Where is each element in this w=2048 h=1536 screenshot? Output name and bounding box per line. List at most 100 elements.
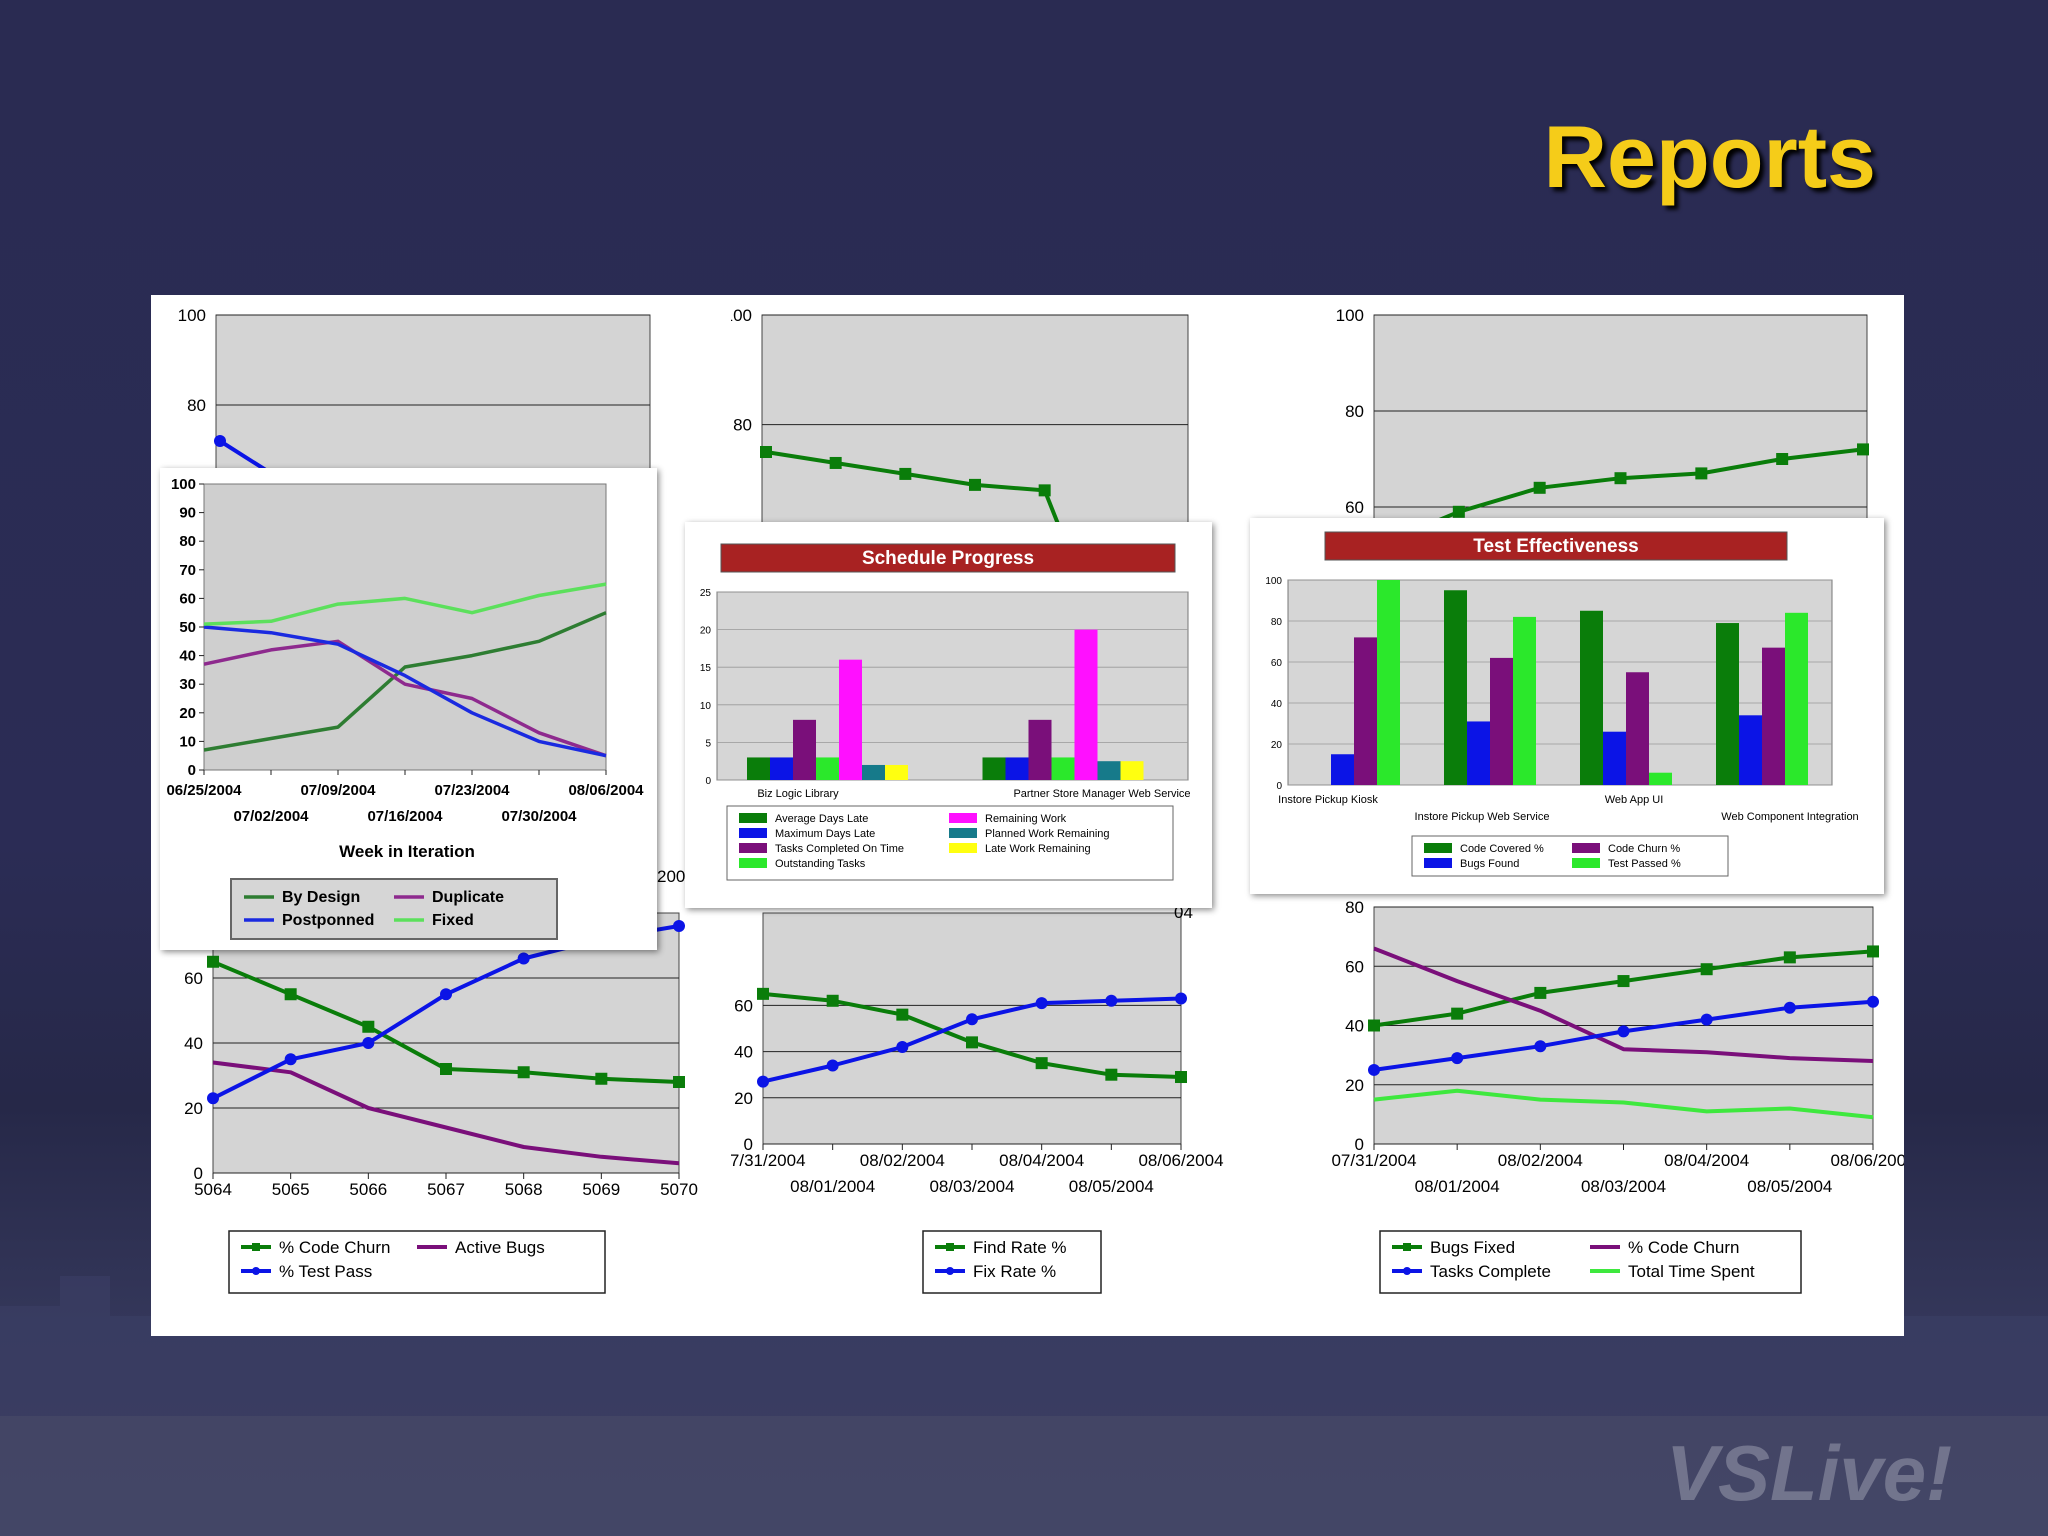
- legend-label: Planned Work Remaining: [985, 828, 1110, 840]
- data-point: [1700, 1013, 1713, 1026]
- x-tick-label: 5069: [582, 1180, 620, 1199]
- bar: [1762, 647, 1785, 785]
- x-tick-label: 08/04/2004: [1664, 1151, 1749, 1170]
- legend-label: Fixed: [432, 912, 474, 929]
- data-point: [1403, 1267, 1411, 1275]
- data-point: [1617, 1025, 1630, 1038]
- legend-label: Test Passed %: [1608, 858, 1681, 870]
- x-tick-label: 08/02/2004: [860, 1151, 945, 1170]
- legend-swatch: [1572, 858, 1600, 868]
- legend-label: % Code Churn: [279, 1238, 391, 1257]
- data-point: [214, 435, 226, 447]
- series-line-total-time-spent: [1373, 1088, 1874, 1120]
- legend-label: % Code Churn: [1628, 1238, 1740, 1257]
- chart-bug-resolution: 0 10 20 30 40 50 60 70 80 90 100 06/25/2004 07/02/20…: [166, 476, 644, 940]
- legend-box: [230, 878, 558, 940]
- bar: [770, 757, 793, 780]
- bar: [816, 757, 839, 780]
- x-tick-label: 07/23/2004: [434, 782, 510, 799]
- legend-swatch: [739, 843, 767, 853]
- data-point: [362, 1037, 375, 1049]
- data-point: [284, 988, 297, 1001]
- category-label: Web App UI: [1605, 794, 1664, 806]
- legend-label: Tasks Completed On Time: [775, 843, 904, 855]
- x-tick-label: 08/03/2004: [929, 1177, 1014, 1196]
- series-line-duplicate: [203, 639, 607, 758]
- data-point: [1368, 1019, 1380, 1032]
- chart-title-banner: [720, 543, 1176, 573]
- bar: [1377, 580, 1400, 785]
- y-tick-label: 80: [187, 396, 206, 415]
- x-axis-title: Week in Iteration: [339, 842, 475, 861]
- series-line-active-bugs: [212, 1060, 680, 1166]
- y-tick-label: 0: [1355, 1135, 1364, 1154]
- y-tick-label: 20: [179, 705, 196, 722]
- data-point: [1175, 1071, 1187, 1084]
- data-point: [1035, 1057, 1048, 1070]
- y-tick-label: 60: [1345, 498, 1364, 517]
- category-label: Instore Pickup Kiosk: [1278, 794, 1378, 806]
- x-tick-label: 07/30/2004: [501, 808, 577, 825]
- x-tick-label: 5066: [349, 1180, 387, 1199]
- data-point: [1035, 997, 1048, 1010]
- y-tick-label: 60: [179, 590, 196, 607]
- legend-label: Find Rate %: [973, 1238, 1067, 1257]
- data-point: [1695, 467, 1708, 480]
- data-point: [252, 1267, 260, 1275]
- legend-label: Bugs Fixed: [1430, 1238, 1515, 1257]
- data-point: [207, 955, 219, 968]
- x-tick-label: 5067: [427, 1180, 465, 1199]
- data-point: [966, 1013, 978, 1026]
- x-tick-label: 5065: [272, 1180, 310, 1199]
- data-point: [517, 1066, 530, 1079]
- data-point: [1857, 443, 1869, 456]
- data-point: [517, 952, 530, 965]
- y-tick-label: 70: [179, 562, 196, 579]
- x-tick-label: 5068: [505, 1180, 543, 1199]
- chart-title: Test Effectiveness: [1473, 536, 1638, 557]
- legend-box: [922, 1230, 1102, 1294]
- plot-area: [716, 591, 1189, 781]
- y-tick-label: 100: [178, 306, 206, 325]
- data-point: [899, 467, 912, 480]
- test-effectiveness-inset: Test Effectiveness 0 20 40 60 80 100 Instore Pi…: [1250, 518, 1884, 894]
- data-point: [1534, 1040, 1547, 1053]
- data-point: [826, 994, 839, 1007]
- y-tick-label: 10: [700, 701, 712, 712]
- data-point: [1700, 963, 1713, 976]
- chart-title-banner: [1324, 531, 1788, 561]
- y-tick-label: 15: [700, 663, 712, 674]
- data-point: [829, 456, 842, 469]
- x-tick-label: 08/04/2004: [999, 1151, 1084, 1170]
- legend-swatch: [949, 843, 977, 853]
- data-point: [1783, 1001, 1796, 1014]
- data-point: [1776, 453, 1789, 465]
- data-point: [1451, 1007, 1464, 1020]
- series-line-by-design: [203, 611, 607, 752]
- logo-text: VSLive!: [1666, 1430, 1952, 1517]
- data-point: [1175, 992, 1187, 1005]
- data-point: [1617, 975, 1630, 988]
- legend-swatch: [1424, 843, 1452, 853]
- bar: [1028, 719, 1052, 780]
- data-point: [946, 1267, 954, 1275]
- data-point: [1534, 986, 1547, 999]
- bar: [1490, 657, 1513, 785]
- bar: [839, 659, 862, 780]
- legend-swatch: [739, 858, 767, 868]
- y-tick-label: 40: [1271, 699, 1283, 710]
- legend-label: Active Bugs: [455, 1238, 545, 1257]
- x-tick-label: 08/01/2004: [1415, 1177, 1500, 1196]
- legend-label: Code Covered %: [1460, 843, 1544, 855]
- y-tick-label: 40: [179, 648, 196, 665]
- data-point: [896, 1040, 909, 1053]
- x-tick-label: 06/25/2004: [166, 782, 242, 799]
- data-point: [946, 1243, 954, 1251]
- bar: [1005, 757, 1029, 780]
- x-tick-label: 07/31/2004: [731, 1151, 806, 1170]
- y-tick-label: 40: [1345, 1017, 1364, 1036]
- plot-area: [203, 483, 607, 771]
- bar: [1626, 672, 1649, 785]
- legend-label: Remaining Work: [985, 813, 1067, 825]
- y-tick-label: 20: [1271, 740, 1283, 751]
